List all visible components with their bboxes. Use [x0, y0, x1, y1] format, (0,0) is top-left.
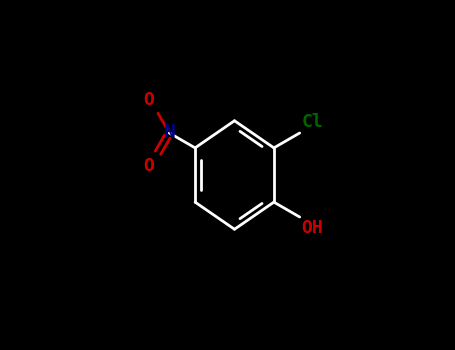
Text: OH: OH: [301, 219, 323, 237]
Text: O: O: [144, 157, 154, 175]
Text: Cl: Cl: [301, 113, 323, 131]
Text: N: N: [163, 124, 175, 142]
Text: O: O: [144, 91, 154, 109]
